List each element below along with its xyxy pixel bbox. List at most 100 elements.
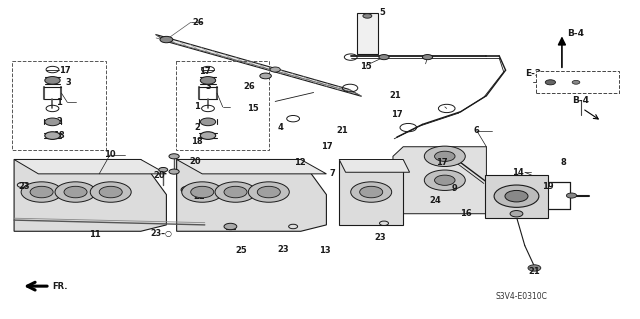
Text: 23: 23 (277, 245, 289, 254)
Text: 24: 24 (429, 197, 441, 205)
Text: 17: 17 (321, 142, 332, 151)
Text: 3: 3 (66, 78, 71, 87)
Text: 17: 17 (199, 67, 211, 76)
Text: 19: 19 (542, 182, 554, 191)
Text: 21: 21 (529, 267, 540, 276)
Circle shape (435, 175, 455, 185)
Polygon shape (357, 13, 378, 54)
Text: 20: 20 (153, 171, 164, 180)
Text: 14: 14 (513, 168, 524, 177)
Circle shape (545, 80, 556, 85)
Text: 8: 8 (561, 158, 566, 167)
Text: 2: 2 (194, 123, 200, 132)
Text: S3V4-E0310C: S3V4-E0310C (495, 292, 548, 301)
Text: 1: 1 (56, 98, 62, 107)
Polygon shape (177, 160, 326, 174)
Circle shape (528, 265, 541, 271)
Circle shape (379, 55, 389, 60)
Circle shape (21, 182, 62, 202)
Text: 21: 21 (390, 91, 401, 100)
Circle shape (64, 186, 87, 198)
FancyBboxPatch shape (485, 175, 548, 218)
Text: 21: 21 (337, 126, 348, 135)
Text: 7: 7 (330, 169, 335, 178)
FancyBboxPatch shape (536, 71, 619, 93)
Circle shape (182, 182, 223, 202)
Text: 3: 3 (205, 82, 211, 91)
Text: 6: 6 (474, 126, 480, 135)
Circle shape (257, 186, 280, 198)
Circle shape (200, 77, 216, 84)
Text: 4: 4 (277, 123, 284, 132)
Circle shape (200, 132, 216, 139)
Circle shape (224, 223, 237, 230)
Circle shape (424, 146, 465, 167)
Circle shape (181, 186, 196, 194)
Circle shape (159, 167, 168, 172)
Text: 23: 23 (19, 182, 30, 191)
Text: 22: 22 (194, 192, 205, 201)
Circle shape (510, 211, 523, 217)
Circle shape (215, 182, 256, 202)
Circle shape (169, 169, 179, 174)
Polygon shape (177, 160, 326, 231)
Circle shape (435, 151, 455, 161)
Circle shape (505, 190, 528, 202)
Circle shape (270, 67, 280, 72)
Circle shape (424, 170, 465, 190)
Circle shape (363, 14, 372, 18)
Text: 16: 16 (460, 209, 472, 218)
Polygon shape (14, 160, 166, 231)
Circle shape (191, 186, 214, 198)
Text: 13: 13 (319, 246, 331, 255)
Text: 23–○: 23–○ (150, 229, 172, 238)
Polygon shape (339, 160, 403, 225)
Text: 10: 10 (104, 150, 116, 159)
Text: 9: 9 (452, 184, 457, 193)
Circle shape (55, 182, 96, 202)
Text: 26: 26 (193, 18, 204, 27)
Text: 18: 18 (53, 131, 65, 140)
Text: 17: 17 (436, 158, 447, 167)
Polygon shape (393, 147, 486, 214)
Circle shape (248, 182, 289, 202)
Text: FR.: FR. (52, 282, 67, 291)
Text: 5: 5 (380, 8, 386, 17)
Circle shape (260, 73, 271, 79)
Circle shape (45, 118, 60, 126)
Circle shape (572, 80, 580, 84)
Circle shape (494, 185, 539, 207)
Circle shape (566, 193, 577, 198)
Circle shape (45, 77, 60, 84)
Polygon shape (339, 160, 410, 172)
Text: 15: 15 (360, 63, 372, 71)
Text: 25: 25 (236, 246, 247, 255)
Text: 2: 2 (56, 117, 62, 126)
Circle shape (351, 182, 392, 202)
Circle shape (224, 186, 247, 198)
Circle shape (422, 55, 433, 60)
Text: 1: 1 (194, 102, 200, 111)
Circle shape (99, 186, 122, 198)
Text: B-4: B-4 (567, 29, 584, 38)
Text: 18: 18 (191, 137, 203, 146)
Text: 12: 12 (294, 158, 305, 167)
Text: 23: 23 (374, 233, 386, 242)
Text: E-2: E-2 (525, 69, 541, 78)
Circle shape (30, 186, 53, 198)
Circle shape (169, 154, 179, 159)
Circle shape (360, 186, 383, 198)
Text: 15: 15 (247, 104, 259, 113)
Text: 17: 17 (391, 110, 403, 119)
Circle shape (160, 36, 173, 43)
Text: 26: 26 (244, 82, 255, 91)
Circle shape (90, 182, 131, 202)
Circle shape (45, 132, 60, 139)
Text: 17: 17 (60, 66, 71, 75)
Text: 11: 11 (89, 230, 100, 239)
Circle shape (200, 118, 216, 126)
Polygon shape (156, 34, 362, 96)
Polygon shape (14, 160, 166, 174)
Text: 20: 20 (189, 157, 201, 166)
Text: B-4: B-4 (573, 96, 589, 105)
